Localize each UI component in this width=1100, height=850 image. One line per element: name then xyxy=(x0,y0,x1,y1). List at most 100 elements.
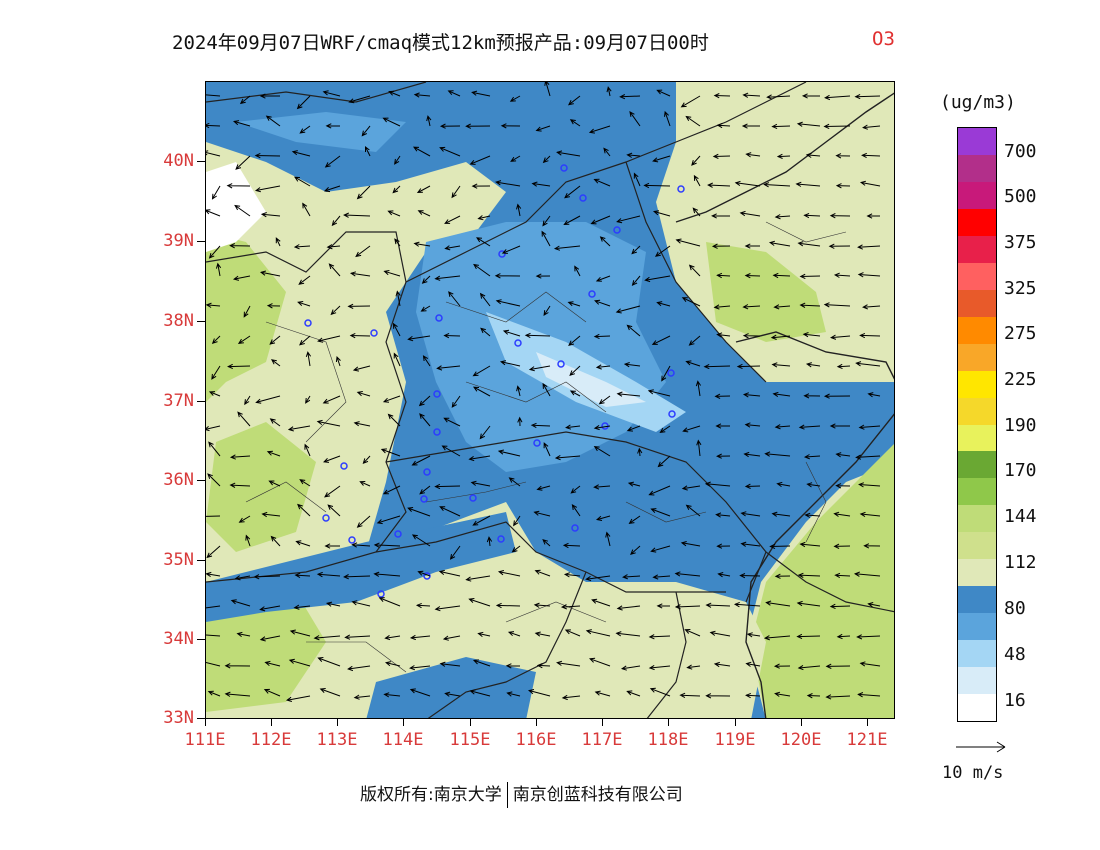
wind-arrow xyxy=(206,122,221,129)
wind-arrow xyxy=(763,635,791,641)
wind-arrow xyxy=(415,602,431,609)
wind-arrow xyxy=(823,393,851,399)
wind-arrow xyxy=(742,392,761,398)
wind-arrow xyxy=(206,515,221,517)
wind-arrow xyxy=(505,663,521,669)
wind-arrow xyxy=(392,185,401,194)
county-boundaries xyxy=(245,221,847,673)
wind-arrow xyxy=(855,454,881,460)
wind-arrow xyxy=(417,570,431,577)
wind-arrow xyxy=(497,449,521,457)
wind-arrow xyxy=(595,515,611,521)
wind-arrow xyxy=(293,244,311,250)
wind-arrow xyxy=(746,632,761,638)
wind-arrow xyxy=(237,335,251,345)
wind-arrow xyxy=(858,482,881,488)
lon-label-111e: 111E xyxy=(184,730,226,750)
wind-arrow xyxy=(473,263,491,277)
wind-arrow xyxy=(351,542,371,548)
legend-swatch xyxy=(958,235,996,264)
lon-label-112e: 112E xyxy=(250,730,292,750)
wind-arrow xyxy=(773,663,791,669)
wind-arrow xyxy=(229,482,251,488)
wind-arrow xyxy=(693,174,701,187)
wind-arrow xyxy=(680,95,701,108)
lon-label-113e: 113E xyxy=(316,730,358,750)
field-north-48 xyxy=(236,112,406,152)
wind-arrow xyxy=(853,571,881,577)
wind-arrow xyxy=(688,335,701,346)
wind-arrow xyxy=(297,503,311,517)
wind-arrow xyxy=(471,183,491,189)
wind-arrow xyxy=(542,382,551,397)
wind-arrow xyxy=(564,629,581,637)
wind-arrow xyxy=(745,661,761,667)
wind-arrow xyxy=(740,511,761,517)
wind-arrow xyxy=(259,93,280,99)
wind-arrow xyxy=(234,575,251,581)
wind-arrow xyxy=(243,305,251,318)
legend-label: 500 xyxy=(1004,186,1037,207)
wind-arrow xyxy=(516,385,522,397)
legend-swatch xyxy=(958,613,996,641)
wind-arrow xyxy=(323,185,341,193)
forecast-map xyxy=(205,81,895,719)
wind-arrow xyxy=(605,531,611,547)
wind-arrow xyxy=(567,301,581,307)
wind-arrow xyxy=(472,659,491,667)
wind-arrow xyxy=(477,631,491,637)
wind-arrow xyxy=(681,485,701,491)
wind-arrow xyxy=(344,634,371,640)
legend-swatch xyxy=(958,532,996,560)
wind-arrow xyxy=(681,297,701,307)
wind-arrow xyxy=(230,599,251,607)
wind-arrow xyxy=(326,244,341,250)
wind-arrow xyxy=(649,687,671,697)
wind-arrow xyxy=(688,264,701,277)
wind-arrow xyxy=(513,515,521,527)
wind-arrow xyxy=(796,633,821,640)
wind-arrow xyxy=(563,215,581,226)
lat-tick xyxy=(197,718,205,719)
wind-arrow xyxy=(644,275,671,283)
wind-arrow xyxy=(479,292,491,307)
wind-arrow xyxy=(570,485,581,494)
wind-arrow xyxy=(208,441,221,457)
wind-arrow xyxy=(593,484,611,490)
wind-arrow xyxy=(857,244,881,250)
wind-arrow xyxy=(714,393,731,399)
wind-arrow xyxy=(657,455,671,468)
wind-arrow xyxy=(244,395,251,406)
wind-arrow xyxy=(324,485,341,498)
wind-arrow xyxy=(716,272,731,279)
wind-arrow xyxy=(207,690,221,697)
wind-arrow xyxy=(229,243,251,249)
city-markers xyxy=(304,164,685,598)
wind-arrow xyxy=(468,455,491,462)
wind-arrow xyxy=(829,213,851,219)
lon-label-120e: 120E xyxy=(780,730,822,750)
wind-arrow xyxy=(343,212,371,218)
wind-arrow xyxy=(294,572,311,579)
wind-arrow xyxy=(239,95,251,105)
wind-arrow xyxy=(383,270,401,277)
lon-label-119e: 119E xyxy=(714,730,756,750)
wind-arrow xyxy=(531,181,551,187)
wind-arrow xyxy=(495,180,521,187)
wind-arrow xyxy=(716,332,731,338)
wind-arrow xyxy=(507,631,521,637)
wind-arrow xyxy=(412,146,431,157)
wind-arrow xyxy=(265,115,281,127)
wind-arrow xyxy=(394,155,401,165)
wind-arrow xyxy=(824,94,851,101)
legend-swatch xyxy=(958,316,996,345)
wind-arrow xyxy=(562,542,581,549)
wind-arrow xyxy=(211,365,221,380)
wind-arrow xyxy=(393,352,401,367)
wind-arrow xyxy=(206,425,221,432)
wind-arrow xyxy=(387,210,401,217)
wind-arrow xyxy=(858,424,881,430)
lat-label-34n: 34N xyxy=(163,629,194,649)
wind-arrow xyxy=(684,629,701,637)
wind-arrow xyxy=(517,416,523,427)
